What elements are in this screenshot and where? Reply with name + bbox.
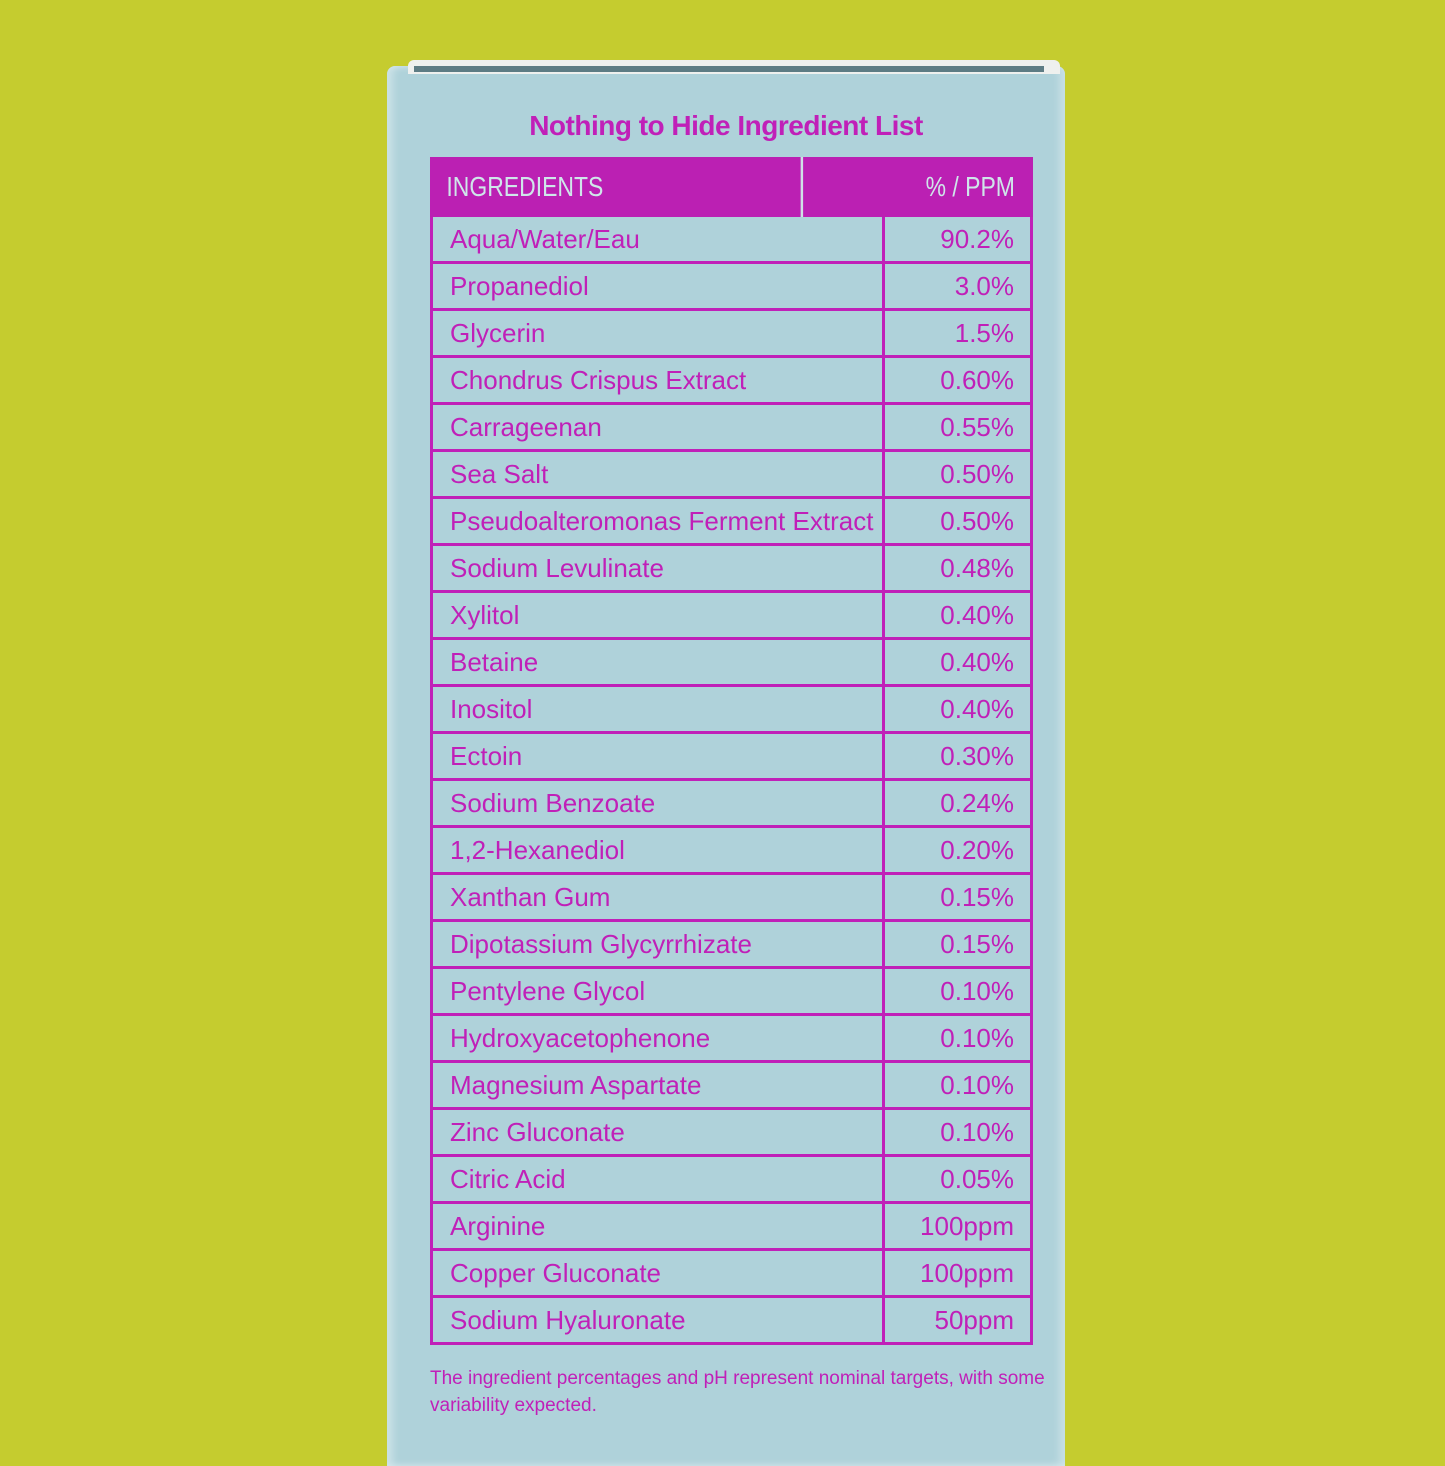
ingredient-amount: 0.40% (940, 646, 1014, 677)
ingredient-amount: 3.0% (954, 270, 1014, 301)
ingredient-table: INGREDIENTS % / PPM Aqua/Water/Eau 90.2% P… (430, 157, 1033, 1345)
page-title: Nothing to Hide Ingredient List (529, 110, 923, 141)
table-row: Ectoin 0.30% (430, 734, 1033, 781)
ingredient-name: Inositol (433, 687, 885, 731)
table-row: Betaine 0.40% (430, 640, 1033, 687)
ingredient-amount: 0.10% (940, 1069, 1014, 1100)
ingredient-amount: 0.10% (940, 1116, 1014, 1147)
ingredient-amount: 100ppm (920, 1257, 1014, 1288)
table-row: Sodium Levulinate 0.48% (430, 546, 1033, 593)
ingredient-amount: 100ppm (920, 1210, 1014, 1241)
ingredient-name: Sodium Hyaluronate (433, 1298, 885, 1342)
table-row: Copper Gluconate 100ppm (430, 1251, 1033, 1298)
ingredient-amount: 90.2% (940, 223, 1014, 254)
ingredient-name: Sea Salt (433, 452, 885, 496)
table-row: Dipotassium Glycyrrhizate 0.15% (430, 922, 1033, 969)
ingredient-name: Betaine (433, 640, 885, 684)
table-row: Arginine 100ppm (430, 1204, 1033, 1251)
ingredient-name: Sodium Benzoate (433, 781, 885, 825)
ingredient-amount: 0.55% (940, 411, 1014, 442)
table-row: Glycerin 1.5% (430, 311, 1033, 358)
ingredient-name: Hydroxyacetophenone (433, 1016, 885, 1060)
ingredient-name: Dipotassium Glycyrrhizate (433, 922, 885, 966)
ingredient-name: Ectoin (433, 734, 885, 778)
table-row: Magnesium Aspartate 0.10% (430, 1063, 1033, 1110)
table-row: Sodium Hyaluronate 50ppm (430, 1298, 1033, 1345)
ingredient-name: Xanthan Gum (433, 875, 885, 919)
table-row: Citric Acid 0.05% (430, 1157, 1033, 1204)
ingredient-amount: 0.05% (940, 1163, 1014, 1194)
ingredient-amount: 0.20% (940, 834, 1014, 865)
ingredient-name: Arginine (433, 1204, 885, 1248)
ingredient-amount: 0.24% (940, 787, 1014, 818)
ingredient-name: Copper Gluconate (433, 1251, 885, 1295)
product-box (387, 66, 1065, 1466)
ingredient-name: Magnesium Aspartate (433, 1063, 885, 1107)
ingredient-name: Pseudoalteromonas Ferment Extract (433, 499, 885, 543)
table-row: Inositol 0.40% (430, 687, 1033, 734)
ingredient-name: Zinc Gluconate (433, 1110, 885, 1154)
ingredient-name: Xylitol (433, 593, 885, 637)
table-row: Xanthan Gum 0.15% (430, 875, 1033, 922)
table-row: Xylitol 0.40% (430, 593, 1033, 640)
ingredient-name: 1,2-Hexanediol (433, 828, 885, 872)
footnote: The ingredient percentages and pH repres… (430, 1368, 1045, 1416)
ingredient-amount: 0.15% (940, 881, 1014, 912)
table-row: Zinc Gluconate 0.10% (430, 1110, 1033, 1157)
ingredient-name: Pentylene Glycol (433, 969, 885, 1013)
table-row: Hydroxyacetophenone 0.10% (430, 1016, 1033, 1063)
table-row: Chondrus Crispus Extract 0.60% (430, 358, 1033, 405)
ingredient-name: Citric Acid (433, 1157, 885, 1201)
header-ingredients: INGREDIENTS (430, 157, 804, 217)
ingredient-amount: 0.15% (940, 928, 1014, 959)
ingredient-amount: 0.60% (940, 364, 1014, 395)
table-row: Sodium Benzoate 0.24% (430, 781, 1033, 828)
table-row: Pentylene Glycol 0.10% (430, 969, 1033, 1016)
table-row: Propanediol 3.0% (430, 264, 1033, 311)
table-row: Sea Salt 0.50% (430, 452, 1033, 499)
ingredient-name: Carrageenan (433, 405, 885, 449)
ingredient-amount: 0.40% (940, 693, 1014, 724)
ingredient-name: Glycerin (433, 311, 885, 355)
ingredient-amount: 0.30% (940, 740, 1014, 771)
ingredient-name: Chondrus Crispus Extract (433, 358, 885, 402)
ingredient-amount: 0.10% (940, 1022, 1014, 1053)
ingredient-amount: 0.50% (940, 505, 1014, 536)
table-header: INGREDIENTS % / PPM (430, 157, 1033, 217)
ingredient-amount: 0.48% (940, 552, 1014, 583)
ingredient-amount: 0.10% (940, 975, 1014, 1006)
ingredient-amount: 0.40% (940, 599, 1014, 630)
table-row: Carrageenan 0.55% (430, 405, 1033, 452)
ingredient-amount: 0.50% (940, 458, 1014, 489)
ingredient-name: Sodium Levulinate (433, 546, 885, 590)
table-row: 1,2-Hexanediol 0.20% (430, 828, 1033, 875)
ingredient-name: Propanediol (433, 264, 885, 308)
header-amount: % / PPM (925, 171, 1015, 202)
ingredient-amount: 1.5% (954, 317, 1014, 348)
ingredient-name: Aqua/Water/Eau (433, 217, 885, 261)
box-lid (408, 60, 1060, 74)
table-body: Aqua/Water/Eau 90.2% Propanediol 3.0% Glycer… (430, 217, 1033, 1345)
table-row: Aqua/Water/Eau 90.2% (430, 217, 1033, 264)
table-row: Pseudoalteromonas Ferment Extract 0.50% (430, 499, 1033, 546)
ingredient-amount: 50ppm (934, 1304, 1015, 1335)
